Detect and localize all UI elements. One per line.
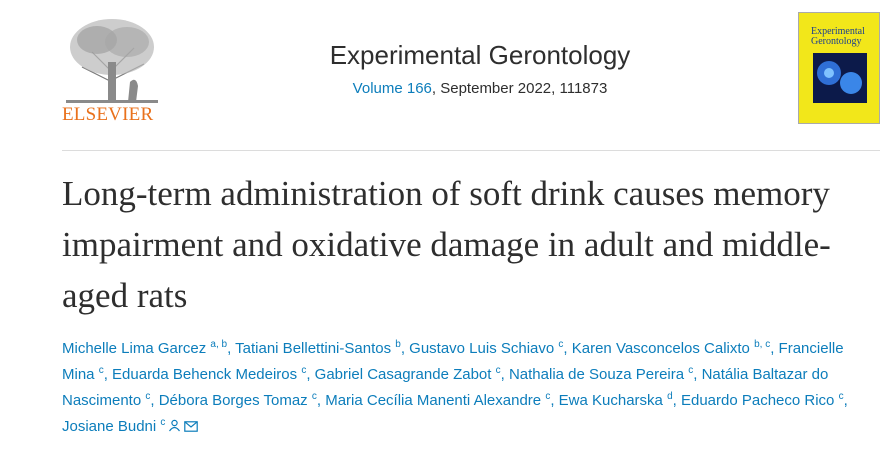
author-affiliation: c [145, 391, 151, 402]
author-name: Nathalia de Souza Pereira [508, 366, 685, 383]
author-affiliation: d [667, 391, 673, 402]
author-name: Josiane Budni [62, 418, 157, 435]
author-affiliation: c [545, 391, 551, 402]
publisher-logo[interactable] [62, 12, 162, 124]
author-affiliation: c [838, 391, 844, 402]
author-separator: , [770, 340, 779, 357]
journal-title[interactable]: Experimental Gerontology [329, 40, 631, 70]
author-link[interactable]: Ewa Kucharska d [558, 391, 673, 410]
author-link[interactable]: Tatiani Bellettini-Santos b [235, 339, 401, 358]
divider [62, 150, 880, 151]
author-affiliation: c [301, 365, 307, 376]
author-separator: , [563, 340, 572, 357]
volume-line: Volume 166, September 2022, 111873 [200, 80, 760, 97]
author-link[interactable]: Francielle Mina c [62, 340, 844, 383]
author-name: Maria Cecília Manenti Alexandre [325, 392, 542, 409]
author-affiliation: b, c [754, 339, 771, 350]
cover-title: Experimental Gerontology [811, 26, 865, 47]
author-affiliation: c [558, 339, 564, 350]
author-link[interactable]: Josiane Budni c [62, 417, 166, 436]
author-affiliation: c [98, 365, 104, 376]
author-affiliation: c [160, 417, 166, 428]
author-name: Eduarda Behenck Medeiros [112, 366, 298, 383]
author-affiliation: c [311, 391, 317, 402]
author-name: Francielle Mina [62, 340, 844, 383]
author-name: Karen Vasconcelos Calixto [571, 340, 750, 357]
author-name: Eduardo Pacheco Rico [680, 392, 835, 409]
author-link[interactable]: Karen Vasconcelos Calixto b, c [571, 339, 771, 358]
author-separator: , [843, 392, 848, 409]
author-link[interactable]: Natália Baltazar do Nascimento c [62, 366, 828, 409]
author-separator: , [227, 340, 236, 357]
article-title: Long-term administration of soft drink c… [62, 174, 831, 315]
publisher-name: ELSEVIER [62, 104, 154, 125]
author-link[interactable]: Gabriel Casagrande Zabot c [314, 365, 501, 384]
author-link[interactable]: Maria Cecília Manenti Alexandre c [325, 391, 551, 410]
author-link[interactable]: Nathalia de Souza Pereira c [508, 365, 694, 384]
author-separator: , [672, 392, 681, 409]
email-icon[interactable] [184, 415, 199, 441]
author-separator: , [693, 366, 702, 383]
author-affiliation: b [395, 339, 401, 350]
author-list: Michelle Lima Garcez a, b, Tatiani Belle… [62, 336, 882, 441]
author-name: Débora Borges Tomaz [158, 392, 308, 409]
author-name: Ewa Kucharska [558, 392, 663, 409]
author-link[interactable]: Eduardo Pacheco Rico c [680, 391, 844, 410]
author-affiliation: a, b [210, 339, 228, 350]
author-name: Gustavo Luis Schiavo [409, 340, 555, 357]
author-name: Gabriel Casagrande Zabot [314, 366, 492, 383]
author-separator: , [500, 366, 509, 383]
journal-cover[interactable]: Experimental Gerontology [798, 12, 880, 124]
issue-info: , September 2022, 111873 [431, 80, 608, 97]
author-separator: , [150, 392, 159, 409]
person-icon[interactable] [168, 415, 181, 441]
author-link[interactable]: Eduarda Behenck Medeiros c [112, 365, 307, 384]
volume-link[interactable]: Volume 166 [352, 80, 432, 97]
author-separator: , [316, 392, 326, 409]
author-separator: , [103, 366, 113, 383]
author-name: Natália Baltazar do Nascimento [62, 366, 829, 409]
author-separator: , [400, 340, 410, 357]
author-link[interactable]: Gustavo Luis Schiavo c [409, 339, 564, 358]
author-affiliation: c [688, 365, 694, 376]
author-separator: , [550, 392, 559, 409]
envelope-glyph [184, 421, 199, 432]
author-link[interactable]: Michelle Lima Garcez a, b [62, 339, 228, 358]
author-name: Michelle Lima Garcez [62, 340, 207, 357]
author-affiliation: c [495, 365, 501, 376]
author-separator: , [306, 366, 315, 383]
author-link[interactable]: Débora Borges Tomaz c [158, 391, 317, 410]
person-glyph [169, 419, 181, 432]
cover-art [813, 53, 867, 103]
author-name: Tatiani Bellettini-Santos [235, 340, 392, 357]
